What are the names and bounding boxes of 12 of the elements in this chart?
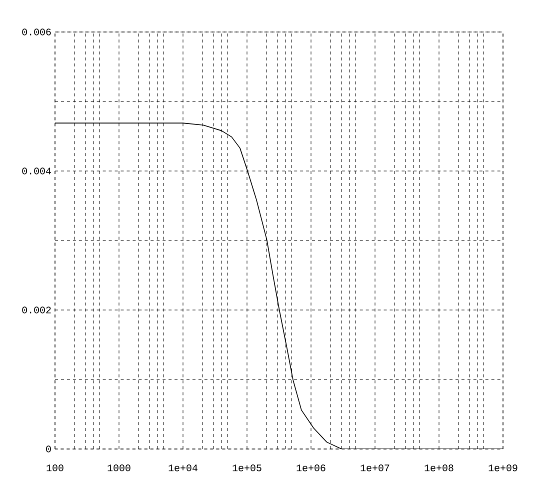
x-tick-label: 1e+04: [168, 464, 198, 472]
x-tick-label: 1e+09: [488, 464, 518, 472]
y-tick-label: 0: [46, 446, 51, 452]
x-tick-label: 1000: [108, 464, 130, 472]
x-tick-label: 100: [46, 464, 64, 472]
y-tick-label: 0.002: [22, 306, 51, 314]
x-tick-label: 1e+07: [360, 464, 390, 472]
y-tick-label: 0.004: [22, 168, 51, 174]
y-tick-label: 0.006: [22, 28, 51, 36]
x-tick-label: 1e+05: [232, 464, 262, 472]
x-tick-label: 1e+08: [424, 464, 454, 472]
x-tick-label: 1e+06: [296, 464, 326, 472]
